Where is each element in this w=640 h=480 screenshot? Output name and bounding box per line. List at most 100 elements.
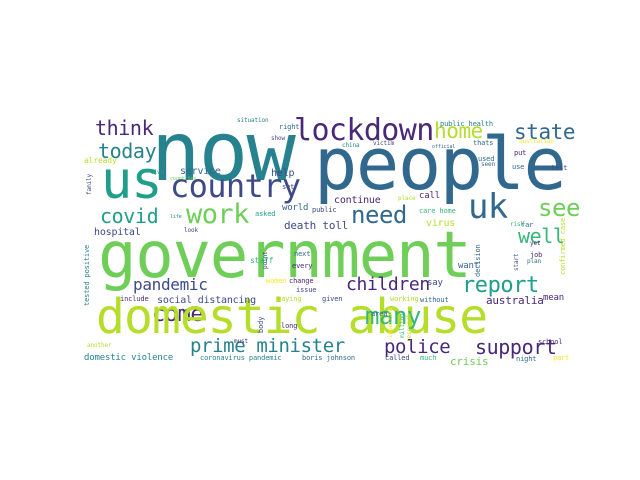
word: yet: [530, 240, 541, 247]
word: domestic violence: [84, 353, 174, 363]
word: situation: [237, 117, 269, 124]
word: issue: [296, 286, 317, 294]
word: area: [371, 310, 388, 318]
word: school: [538, 338, 563, 346]
word: change: [289, 277, 314, 285]
word: well: [518, 224, 565, 248]
word: part: [553, 354, 570, 362]
word: service: [180, 166, 221, 177]
word: put: [514, 149, 527, 157]
word: public: [312, 206, 337, 214]
word: want: [458, 261, 479, 271]
word: saying: [277, 295, 302, 303]
word: work: [186, 199, 249, 230]
word: coronavirus pandemic: [200, 354, 282, 362]
word: see: [538, 194, 580, 222]
word: given: [322, 295, 343, 303]
word-vertical: important: [387, 306, 394, 338]
word: china: [342, 142, 360, 149]
word: live: [150, 169, 164, 176]
word: many: [365, 302, 421, 330]
word: plan: [527, 258, 541, 265]
word: world: [282, 203, 309, 213]
word: death toll: [284, 219, 349, 232]
word: hospital: [94, 227, 141, 238]
word-vertical: start: [513, 253, 520, 271]
word: look: [184, 227, 198, 234]
word: must: [234, 338, 248, 345]
word: need: [351, 201, 407, 229]
word: next: [294, 250, 311, 258]
word: set: [282, 183, 295, 191]
word: country: [170, 167, 301, 205]
word: lockdown: [294, 113, 434, 148]
word: without: [420, 296, 449, 304]
word: seen: [481, 161, 495, 168]
word-vertical: decision: [474, 244, 482, 277]
word: used: [478, 155, 495, 163]
word: every: [292, 262, 313, 270]
word: right: [279, 123, 300, 131]
word: people: [314, 122, 567, 206]
word: police: [384, 336, 451, 358]
word: test: [551, 164, 568, 172]
word: help: [271, 168, 295, 179]
word-vertical: body: [257, 316, 265, 333]
word: called: [385, 354, 410, 362]
word: care home: [419, 207, 456, 215]
word: now: [151, 105, 296, 200]
word: asked: [255, 210, 276, 218]
word: australian: [519, 138, 554, 145]
word: come: [152, 302, 204, 327]
word: place: [398, 195, 416, 202]
word-vertical: confirmed case: [559, 217, 567, 275]
word: covid: [100, 204, 159, 228]
word: australia: [486, 294, 544, 307]
word-vertical: million: [399, 313, 406, 338]
word: include: [120, 295, 149, 303]
word: government: [98, 219, 472, 293]
word: official: [432, 144, 456, 150]
word: already: [84, 156, 117, 165]
word: today: [98, 139, 157, 163]
word: use: [512, 163, 525, 171]
word: support: [475, 335, 557, 359]
word-vertical: tested positive: [83, 244, 91, 306]
word: long: [281, 322, 298, 330]
word: state: [514, 120, 576, 144]
word: victim: [373, 140, 394, 147]
word: prime minister: [190, 335, 345, 357]
word: show: [271, 135, 285, 142]
word: staff: [250, 256, 274, 265]
word: us: [101, 151, 163, 211]
word: risk: [510, 221, 524, 228]
word: life: [170, 214, 182, 220]
word: women: [266, 277, 287, 285]
word: mean: [543, 293, 564, 303]
word: thats: [473, 139, 494, 147]
word-vertical: research: [406, 314, 413, 342]
word: pandemic: [133, 275, 208, 294]
word: much: [420, 354, 437, 362]
word: think: [95, 116, 154, 140]
word: public health: [440, 120, 493, 128]
word: night: [516, 355, 537, 363]
word: domestic abuse: [96, 289, 488, 345]
word-vertical: point: [262, 251, 269, 269]
word: countries: [170, 176, 197, 182]
word: continue: [334, 195, 381, 206]
word: boris johnson: [302, 354, 355, 362]
word: working: [390, 295, 419, 303]
word: job: [530, 251, 543, 259]
word-vertical: family: [86, 174, 93, 195]
word: report: [462, 273, 539, 298]
word: uk: [468, 187, 508, 227]
word: children: [346, 274, 430, 295]
word: virus: [426, 218, 456, 229]
word: home: [434, 119, 483, 143]
word: social distancing: [157, 295, 256, 306]
word: crisis: [450, 355, 489, 368]
word: call: [419, 191, 440, 201]
word: say: [427, 278, 443, 288]
